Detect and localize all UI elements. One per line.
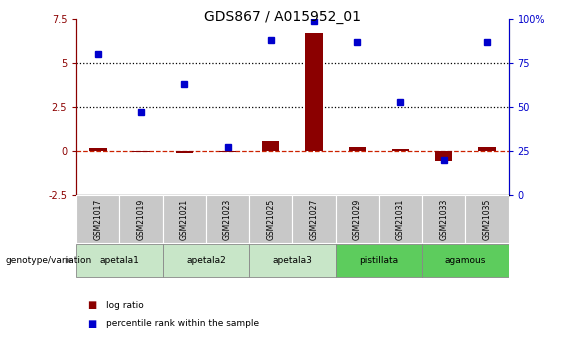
Text: apetala2: apetala2 <box>186 256 226 265</box>
Text: log ratio: log ratio <box>106 301 144 310</box>
FancyBboxPatch shape <box>336 244 422 277</box>
FancyBboxPatch shape <box>293 195 336 243</box>
FancyBboxPatch shape <box>249 195 293 243</box>
FancyBboxPatch shape <box>422 195 466 243</box>
Text: GDS867 / A015952_01: GDS867 / A015952_01 <box>204 10 361 24</box>
Text: GSM21021: GSM21021 <box>180 198 189 240</box>
Text: GSM21029: GSM21029 <box>353 198 362 240</box>
Text: agamous: agamous <box>445 256 486 265</box>
Bar <box>132 151 150 152</box>
FancyBboxPatch shape <box>76 244 163 277</box>
Bar <box>262 141 280 151</box>
FancyBboxPatch shape <box>336 195 379 243</box>
Text: GSM21017: GSM21017 <box>93 198 102 240</box>
Text: GSM21031: GSM21031 <box>396 198 405 240</box>
Text: GSM21035: GSM21035 <box>483 198 492 240</box>
FancyBboxPatch shape <box>76 195 120 243</box>
FancyBboxPatch shape <box>163 195 206 243</box>
Bar <box>349 147 366 151</box>
Text: GSM21019: GSM21019 <box>137 198 146 240</box>
Text: GSM21023: GSM21023 <box>223 198 232 240</box>
Text: GSM21033: GSM21033 <box>439 198 448 240</box>
Text: percentile rank within the sample: percentile rank within the sample <box>106 319 259 328</box>
FancyBboxPatch shape <box>249 244 336 277</box>
FancyBboxPatch shape <box>466 195 509 243</box>
Text: genotype/variation: genotype/variation <box>6 256 92 265</box>
Text: pistillata: pistillata <box>359 256 398 265</box>
Text: GSM21025: GSM21025 <box>266 198 275 240</box>
FancyBboxPatch shape <box>120 195 163 243</box>
FancyBboxPatch shape <box>163 244 249 277</box>
FancyBboxPatch shape <box>422 244 508 277</box>
Bar <box>392 149 409 151</box>
Bar <box>478 147 496 151</box>
Bar <box>435 151 453 161</box>
FancyBboxPatch shape <box>206 195 249 243</box>
Bar <box>89 148 107 151</box>
Text: GSM21027: GSM21027 <box>310 198 319 240</box>
Bar <box>305 33 323 151</box>
Bar <box>176 151 193 153</box>
Text: apetala1: apetala1 <box>99 256 140 265</box>
FancyBboxPatch shape <box>379 195 422 243</box>
Text: apetala3: apetala3 <box>272 256 312 265</box>
Text: ■: ■ <box>88 319 97 328</box>
Text: ■: ■ <box>88 300 97 310</box>
Bar <box>219 151 236 152</box>
